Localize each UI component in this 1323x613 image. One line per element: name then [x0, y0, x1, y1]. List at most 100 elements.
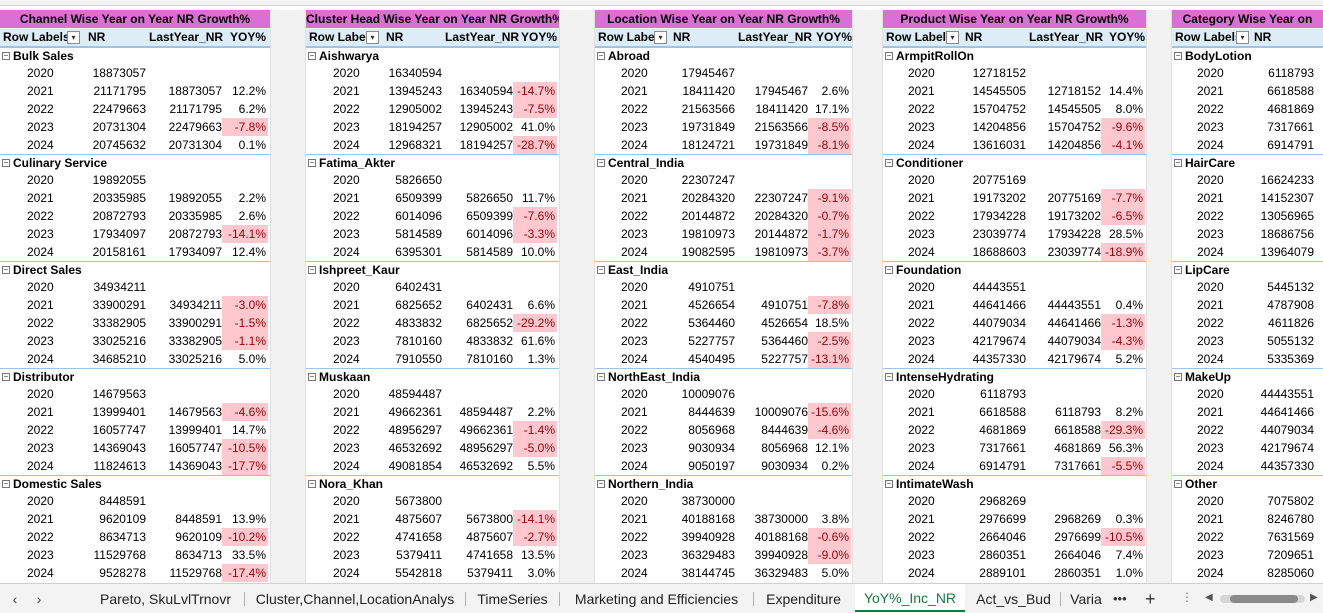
- pivot-data-row[interactable]: 2023 5227757 5364460 -2.5%: [595, 332, 852, 350]
- year-cell[interactable]: 2024: [27, 245, 54, 259]
- last-year-nr-cell[interactable]: 36329483: [754, 566, 808, 580]
- nr-cell[interactable]: 5826650: [395, 173, 442, 187]
- last-year-nr-cell[interactable]: 18194257: [459, 138, 513, 152]
- year-cell[interactable]: 2021: [27, 84, 54, 98]
- row-labels-header[interactable]: Row Labels: [886, 30, 953, 44]
- pivot-data-row[interactable]: 2020 14679563: [0, 385, 270, 403]
- worksheet-grid[interactable]: Channel Wise Year on Year NR Growth% Row …: [0, 0, 1323, 583]
- yoy-cell[interactable]: 0.4%: [1115, 298, 1143, 312]
- pivot-data-row[interactable]: 2021 4875607 5673800 -14.1%: [306, 510, 559, 528]
- pivot-group-row[interactable]: − IntenseHydrating: [883, 368, 1146, 385]
- pivot-data-row[interactable]: 2024 2889101 2860351 1.0%: [883, 564, 1146, 582]
- pivot-data-row[interactable]: 2021 20284320 22307247 -9.1%: [595, 189, 852, 207]
- nr-cell[interactable]: 44357330: [1260, 459, 1314, 473]
- year-cell[interactable]: 2021: [333, 298, 360, 312]
- nr-cell[interactable]: 9030934: [688, 441, 735, 455]
- nr-cell[interactable]: 6014096: [395, 209, 442, 223]
- collapse-icon[interactable]: −: [597, 158, 605, 167]
- nr-cell[interactable]: 11824613: [93, 459, 147, 473]
- year-cell[interactable]: 2022: [27, 102, 54, 116]
- last-year-nr-cell[interactable]: 19810973: [754, 245, 808, 259]
- last-year-nr-cell[interactable]: 44443551: [1047, 298, 1101, 312]
- year-cell[interactable]: 2023: [908, 120, 935, 134]
- tab-next-icon[interactable]: ›: [36, 591, 42, 607]
- last-year-nr-cell[interactable]: 20872793: [168, 227, 222, 241]
- last-year-nr-cell[interactable]: 16057747: [168, 441, 222, 455]
- nr-cell[interactable]: 22307247: [681, 173, 735, 187]
- last-year-nr-cell[interactable]: [1026, 64, 1101, 82]
- nr-cell[interactable]: 16340594: [388, 66, 442, 80]
- nr-cell[interactable]: 7317661: [1267, 120, 1314, 134]
- pivot-data-row[interactable]: 2024 8285060: [1172, 564, 1323, 582]
- nr-cell[interactable]: 33900291: [92, 298, 146, 312]
- year-cell[interactable]: 2022: [1197, 530, 1224, 544]
- pivot-group-row[interactable]: − Nora_Khan: [306, 475, 559, 492]
- year-cell[interactable]: 2023: [1197, 334, 1224, 348]
- year-cell[interactable]: 2021: [621, 84, 648, 98]
- nr-cell[interactable]: 2664046: [979, 530, 1026, 544]
- last-year-nr-cell[interactable]: 5227757: [761, 352, 808, 366]
- yoy-cell[interactable]: -2.5%: [808, 332, 851, 350]
- year-cell[interactable]: 2023: [621, 441, 648, 455]
- last-year-nr-cell[interactable]: 19731849: [754, 138, 808, 152]
- pivot-data-row[interactable]: 2023 14204856 15704752 -9.6%: [883, 118, 1146, 136]
- year-cell[interactable]: 2023: [27, 441, 54, 455]
- pivot-group-row[interactable]: − Culinary Service: [0, 154, 270, 171]
- yoy-cell[interactable]: -7.6%: [513, 207, 557, 225]
- last-year-nr-cell[interactable]: [146, 171, 222, 189]
- nr-cell[interactable]: 17945467: [681, 66, 735, 80]
- yoy-cell[interactable]: 10.0%: [520, 245, 555, 259]
- last-year-nr-cell[interactable]: 14204856: [1047, 138, 1101, 152]
- nr-cell[interactable]: 20775169: [972, 173, 1026, 187]
- nr-cell[interactable]: 5542818: [395, 566, 442, 580]
- pivot-group-row[interactable]: − NorthEast_India: [595, 368, 852, 385]
- nr-cell[interactable]: 34685210: [92, 352, 146, 366]
- year-cell[interactable]: 2023: [333, 227, 360, 241]
- pivot-data-row[interactable]: 2022 4741658 4875607 -2.7%: [306, 528, 559, 546]
- pivot-data-row[interactable]: 2023 19731849 21563566 -8.5%: [595, 118, 852, 136]
- pivot-data-row[interactable]: 2021 13999401 14679563 -4.6%: [0, 403, 270, 421]
- nr-cell[interactable]: 2968269: [979, 494, 1026, 508]
- collapse-icon[interactable]: −: [2, 479, 10, 488]
- sheet-tab[interactable]: Cluster,Channel,LocationAnalys: [255, 591, 455, 607]
- pivot-data-row[interactable]: 2021 4787908: [1172, 296, 1323, 314]
- nr-cell[interactable]: 49081854: [388, 459, 442, 473]
- last-year-nr-cell[interactable]: 10009076: [754, 405, 808, 419]
- nr-cell[interactable]: 7810160: [395, 334, 442, 348]
- pivot-data-row[interactable]: 2022 8634713 9620109 -10.2%: [0, 528, 270, 546]
- year-cell[interactable]: 2022: [27, 423, 54, 437]
- last-year-nr-cell[interactable]: 6118793: [1055, 405, 1101, 419]
- pivot-data-row[interactable]: 2022 4611826: [1172, 314, 1323, 332]
- collapse-icon[interactable]: −: [1174, 158, 1182, 167]
- yoy-cell[interactable]: -3.7%: [808, 243, 851, 261]
- pivot-data-row[interactable]: 2022 20872793 20335985 2.6%: [0, 207, 270, 225]
- pivot-data-row[interactable]: 2020 5826650: [306, 171, 559, 189]
- last-year-nr-cell[interactable]: 11529768: [169, 566, 223, 580]
- pivot-data-row[interactable]: 2022 15704752 14545505 8.0%: [883, 100, 1146, 118]
- pivot-data-row[interactable]: 2022 44079034: [1172, 421, 1323, 439]
- yoy-cell[interactable]: 8.0%: [1115, 102, 1143, 116]
- nr-cell[interactable]: 20158161: [92, 245, 146, 259]
- pivot-data-row[interactable]: 2020 8448591: [0, 492, 270, 510]
- year-cell[interactable]: 2022: [1197, 423, 1224, 437]
- yoy-cell[interactable]: -1.7%: [808, 225, 851, 243]
- nr-cell[interactable]: 16624233: [1260, 173, 1314, 187]
- pivot-data-row[interactable]: 2021 21171795 18873057 12.2%: [0, 82, 270, 100]
- year-cell[interactable]: 2022: [1197, 316, 1224, 330]
- last-year-nr-cell[interactable]: 48594487: [459, 405, 513, 419]
- year-cell[interactable]: 2023: [908, 227, 935, 241]
- collapse-icon[interactable]: −: [597, 372, 605, 381]
- last-year-nr-cell[interactable]: 2860351: [1054, 566, 1101, 580]
- nr-cell[interactable]: 22479663: [92, 102, 146, 116]
- collapse-icon[interactable]: −: [308, 372, 316, 381]
- year-cell[interactable]: 2023: [333, 334, 360, 348]
- pivot-data-row[interactable]: 2024 20745632 20731304 0.1%: [0, 136, 270, 154]
- pivot-data-row[interactable]: 2020 16624233: [1172, 171, 1323, 189]
- last-year-nr-cell[interactable]: 5673800: [466, 512, 513, 526]
- yoy-cell[interactable]: -2.7%: [513, 528, 557, 546]
- nr-cell[interactable]: 14204856: [972, 120, 1026, 134]
- pivot-data-row[interactable]: 2022 22479663 21171795 6.2%: [0, 100, 270, 118]
- last-year-nr-cell[interactable]: 16340594: [459, 84, 513, 98]
- yoy-cell[interactable]: [222, 171, 268, 189]
- yoy-cell[interactable]: [808, 64, 851, 82]
